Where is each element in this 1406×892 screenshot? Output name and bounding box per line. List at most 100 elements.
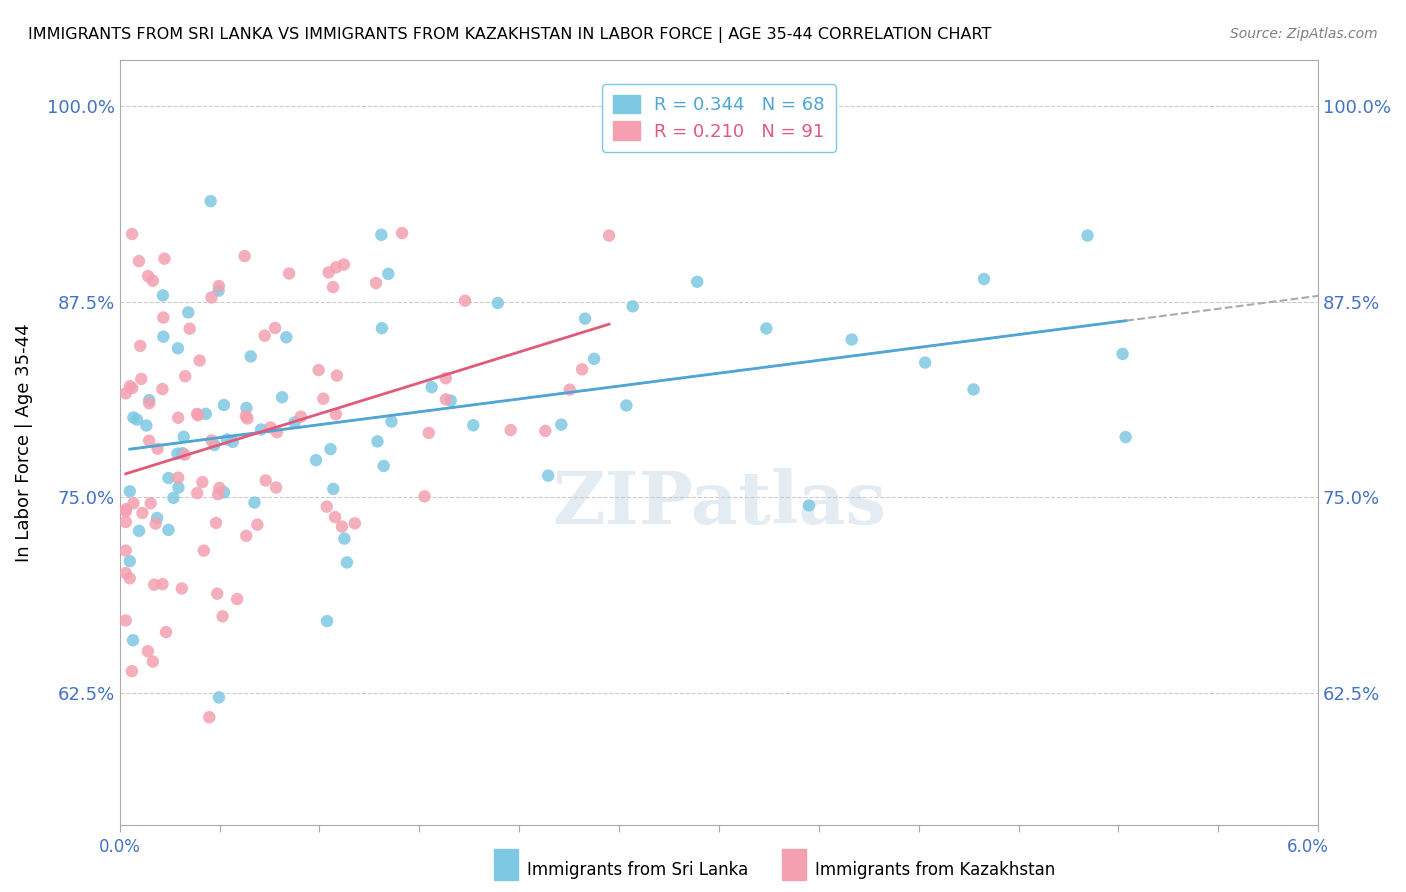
Text: 6.0%: 6.0% <box>1286 838 1329 855</box>
Point <box>167 410 190 425</box>
Point <box>167 342 190 356</box>
Point <box>278 267 301 281</box>
Point <box>534 424 557 438</box>
Point <box>1076 228 1098 243</box>
Point <box>115 502 138 516</box>
Point <box>139 496 162 510</box>
Point <box>142 274 165 288</box>
Point <box>616 399 638 413</box>
Point <box>322 482 344 496</box>
Point <box>413 489 436 503</box>
Point <box>167 481 190 495</box>
Point <box>187 408 209 422</box>
Point <box>170 582 193 596</box>
Text: Immigrants from Sri Lanka: Immigrants from Sri Lanka <box>527 861 748 879</box>
Point <box>235 529 257 543</box>
Point <box>114 386 136 401</box>
Point <box>235 409 257 423</box>
Point <box>434 392 457 407</box>
Point <box>440 393 463 408</box>
Point <box>305 453 328 467</box>
Point <box>152 577 174 591</box>
Point <box>208 279 231 293</box>
Point <box>686 275 709 289</box>
Point <box>235 401 257 415</box>
Point <box>326 368 349 383</box>
Point <box>121 664 143 678</box>
Point <box>336 556 359 570</box>
Point <box>574 311 596 326</box>
Point <box>138 393 160 408</box>
Point <box>236 411 259 425</box>
Point <box>211 609 233 624</box>
Point <box>122 410 145 425</box>
Point <box>121 381 143 395</box>
Point <box>118 379 141 393</box>
Point <box>254 474 277 488</box>
Text: 0.0%: 0.0% <box>98 838 141 855</box>
Point <box>621 299 644 313</box>
Point <box>316 614 339 628</box>
Point <box>598 228 620 243</box>
Point <box>315 500 337 514</box>
Point <box>325 408 347 422</box>
Point <box>243 495 266 509</box>
Point <box>323 510 346 524</box>
Point <box>250 423 273 437</box>
Point <box>118 484 141 499</box>
Point <box>207 284 229 298</box>
Legend: R = 0.344   N = 68, R = 0.210   N = 91: R = 0.344 N = 68, R = 0.210 N = 91 <box>602 84 835 152</box>
Point <box>172 446 194 460</box>
Point <box>136 268 159 283</box>
Point <box>173 448 195 462</box>
Point <box>174 369 197 384</box>
Point <box>318 265 340 279</box>
Point <box>253 328 276 343</box>
Point <box>973 272 995 286</box>
Point <box>1111 347 1133 361</box>
Point <box>157 471 180 485</box>
Point <box>325 260 347 275</box>
Y-axis label: In Labor Force | Age 35-44: In Labor Force | Age 35-44 <box>15 323 32 562</box>
Point <box>264 481 287 495</box>
Point <box>191 475 214 490</box>
Point <box>226 592 249 607</box>
Point <box>186 407 208 421</box>
Point <box>499 423 522 437</box>
Point <box>371 321 394 335</box>
Point <box>391 226 413 240</box>
Point <box>152 288 174 302</box>
Point <box>486 296 509 310</box>
Point <box>205 516 228 530</box>
Point <box>373 458 395 473</box>
Point <box>364 276 387 290</box>
Point <box>284 416 307 430</box>
Point <box>841 333 863 347</box>
Point <box>198 710 221 724</box>
Point <box>188 353 211 368</box>
Point <box>571 362 593 376</box>
Point <box>143 577 166 591</box>
Point <box>205 587 228 601</box>
Point <box>173 430 195 444</box>
Text: Source: ZipAtlas.com: Source: ZipAtlas.com <box>1230 27 1378 41</box>
Point <box>146 442 169 456</box>
Point <box>162 491 184 505</box>
Point <box>454 293 477 308</box>
Point <box>150 382 173 396</box>
Point <box>343 516 366 531</box>
Point <box>157 523 180 537</box>
Point <box>193 543 215 558</box>
Point <box>797 499 820 513</box>
Point <box>118 554 141 568</box>
Point <box>204 438 226 452</box>
Point <box>962 383 984 397</box>
Point <box>145 516 167 531</box>
Point <box>138 396 160 410</box>
Text: IMMIGRANTS FROM SRI LANKA VS IMMIGRANTS FROM KAZAKHSTAN IN LABOR FORCE | AGE 35-: IMMIGRANTS FROM SRI LANKA VS IMMIGRANTS … <box>28 27 991 43</box>
Point <box>212 485 235 500</box>
Point <box>114 515 136 529</box>
Point <box>308 363 330 377</box>
Point <box>200 194 222 209</box>
Point <box>138 434 160 448</box>
